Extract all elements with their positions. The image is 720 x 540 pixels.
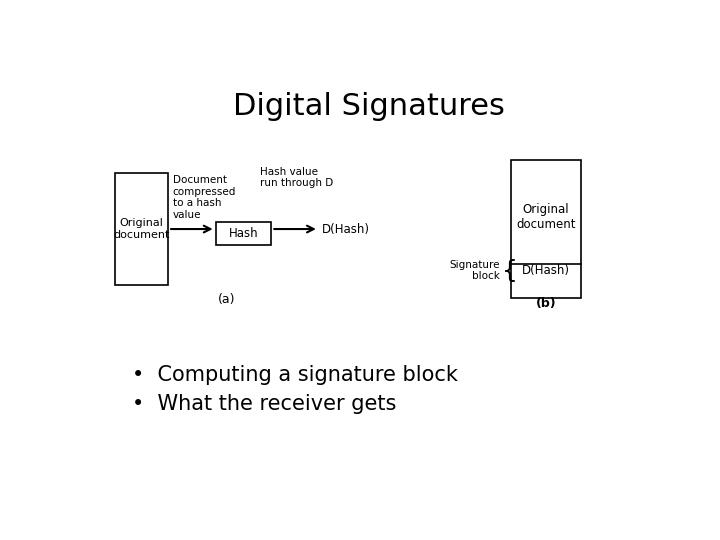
Text: (b): (b) <box>536 298 557 310</box>
Text: •  Computing a signature block: • Computing a signature block <box>132 364 458 384</box>
Text: Hash value
run through D: Hash value run through D <box>260 167 333 188</box>
Text: Digital Signatures: Digital Signatures <box>233 92 505 121</box>
Text: D(Hash): D(Hash) <box>522 264 570 277</box>
Bar <box>215 222 271 245</box>
Text: Original
document: Original document <box>516 202 576 231</box>
Text: Hash: Hash <box>229 227 258 240</box>
Bar <box>511 160 581 298</box>
Text: Original
document: Original document <box>113 218 169 240</box>
Text: •  What the receiver gets: • What the receiver gets <box>132 394 396 414</box>
Text: Document
compressed
to a hash
value: Document compressed to a hash value <box>173 175 236 220</box>
Text: Signature
block: Signature block <box>449 260 500 281</box>
Text: (a): (a) <box>218 293 235 306</box>
Bar <box>115 173 168 285</box>
Text: {: { <box>502 259 518 282</box>
Text: D(Hash): D(Hash) <box>322 224 369 237</box>
